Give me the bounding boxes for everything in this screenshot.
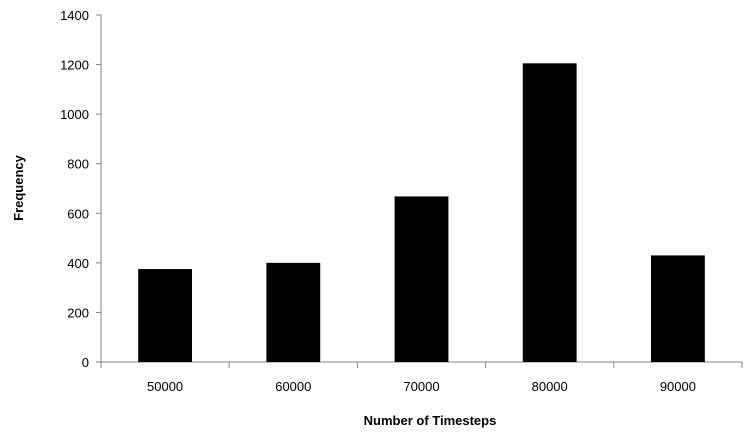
x-tick-label: 50000 xyxy=(147,379,183,394)
bar-50000 xyxy=(138,269,193,362)
x-axis: 50000 60000 70000 80000 90000 xyxy=(100,361,743,394)
x-tick-label: 90000 xyxy=(660,379,696,394)
x-tick-label: 80000 xyxy=(532,379,568,394)
x-tick-label: 60000 xyxy=(275,379,311,394)
bars xyxy=(138,63,705,362)
y-tick-label: 1000 xyxy=(60,107,89,122)
y-axis-title: Frequency xyxy=(11,154,26,221)
y-tick-label: 200 xyxy=(67,305,89,320)
y-tick-label: 800 xyxy=(67,157,89,172)
y-tick-label: 0 xyxy=(82,355,89,370)
bar-80000 xyxy=(522,63,577,362)
y-tick-label: 1400 xyxy=(60,8,89,23)
y-tick-label: 1200 xyxy=(60,58,89,73)
y-tick-label: 400 xyxy=(67,256,89,271)
y-tick-label: 600 xyxy=(67,206,89,221)
bar-90000 xyxy=(650,255,705,362)
bar-70000 xyxy=(394,196,449,362)
y-axis: 0 200 400 600 800 1000 1200 1400 xyxy=(60,8,102,370)
bar-60000 xyxy=(266,262,321,362)
x-axis-title: Number of Timesteps xyxy=(364,413,497,428)
x-tick-label: 70000 xyxy=(403,379,439,394)
